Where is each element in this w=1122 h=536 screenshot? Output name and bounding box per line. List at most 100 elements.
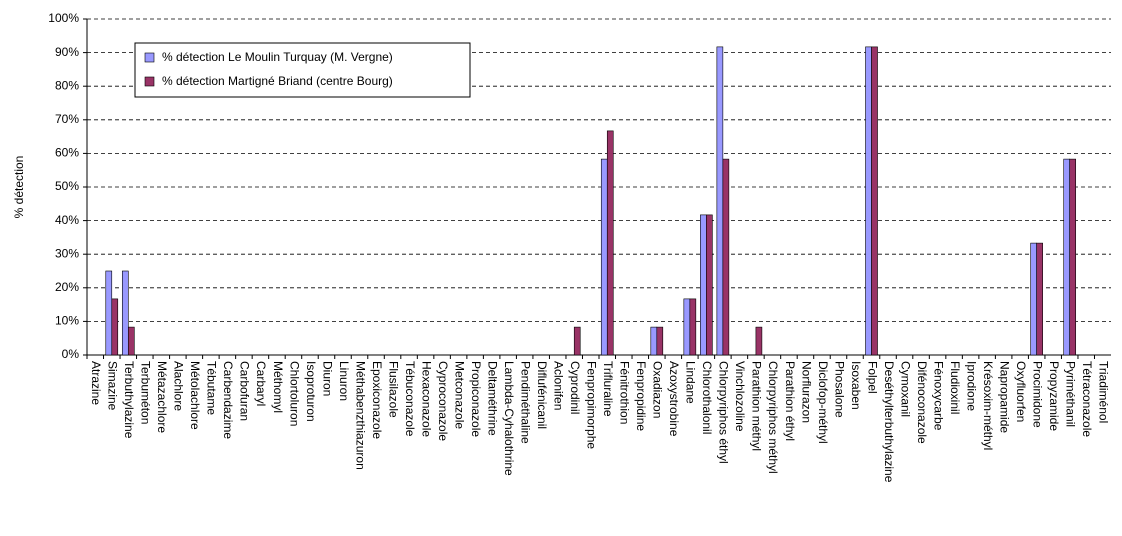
x-tick-label: Fludioxinil <box>948 361 962 414</box>
x-tick-label: Parathion éthyl <box>783 361 797 441</box>
y-tick-label: 60% <box>55 146 79 160</box>
legend-swatch <box>144 76 155 87</box>
x-tick-label: Méthabenzthiazuron <box>353 361 367 470</box>
bar <box>700 214 707 356</box>
x-tick-label: Pendiméthaline <box>519 361 533 444</box>
x-tick-label: Chlortoluron <box>287 361 301 426</box>
x-tick-label: Tétraconazole <box>1080 361 1094 437</box>
y-tick-label: 40% <box>55 213 79 227</box>
x-tick-label: Chlorpyriphos méthyl <box>766 361 780 474</box>
x-tick-label: Fénitrothion <box>618 361 632 424</box>
legend-swatch <box>144 52 155 63</box>
x-tick-label: Tébutame <box>205 361 219 415</box>
x-tick-label: Carbaryl <box>254 361 268 406</box>
x-tick-label: Chlorothalonil <box>700 361 714 434</box>
x-tick-label: Alachlore <box>172 361 186 411</box>
x-tick-label: Carbendazime <box>221 361 235 439</box>
y-tick-label: 50% <box>55 179 79 193</box>
x-tick-label: Napropamide <box>997 361 1011 433</box>
bar <box>755 326 763 356</box>
x-tick-label: Norflurazon <box>799 361 813 423</box>
x-tick-label: Triadiménol <box>1097 361 1111 423</box>
bar <box>722 158 730 356</box>
y-tick-label: 100% <box>48 11 79 25</box>
x-tick-label: Lindane <box>684 361 698 404</box>
x-tick-label: Fénoxycarbe <box>931 361 945 431</box>
y-tick-label: 80% <box>55 78 79 92</box>
x-tick-label: Azoxystrobine <box>667 361 681 437</box>
x-tick-label: Terbuthylazine <box>122 361 136 439</box>
y-tick-label: 90% <box>55 45 79 59</box>
legend-label: % détection Martigné Briand (centre Bour… <box>162 74 393 88</box>
x-tick-label: Métolachlore <box>188 361 202 430</box>
x-tick-label: Propiconazole <box>469 361 483 437</box>
x-tick-label: Diflufénicanil <box>535 361 549 429</box>
bar <box>871 46 878 356</box>
bar <box>1036 242 1043 356</box>
x-tick-label: Terbuméton <box>139 361 153 424</box>
x-tick-label: Oxadiazon <box>651 361 665 418</box>
x-tick-label: Isoxaben <box>849 361 863 410</box>
bar <box>111 298 119 356</box>
y-tick-label: 10% <box>55 314 79 328</box>
x-tick-label: Cyproconazole <box>436 361 450 441</box>
x-tick-label: Deséthylterbuthylazine <box>882 361 896 483</box>
x-tick-label: Tébuconazole <box>403 361 417 437</box>
y-tick-label: 20% <box>55 280 79 294</box>
legend: % détection Le Moulin Turquay (M. Vergne… <box>134 42 471 98</box>
x-tick-label: Carbofuran <box>238 361 252 421</box>
x-tick-label: Hexaconazole <box>419 361 433 437</box>
x-tick-label: Linuron <box>337 361 351 401</box>
y-axis-label: % détection <box>12 156 26 219</box>
x-tick-label: Métazachlore <box>155 361 169 433</box>
bar <box>1063 158 1071 356</box>
x-tick-label: Lambda-Cyhalothrine <box>502 361 516 476</box>
bar <box>706 214 713 356</box>
x-tick-label: Fenpropidine <box>634 361 648 431</box>
x-tick-label: Aclonifen <box>552 361 566 410</box>
bar <box>716 46 724 356</box>
x-tick-label: Chlorpyriphos éthyl <box>717 361 731 464</box>
x-tick-label: Simazine <box>106 361 120 411</box>
x-tick-label: Deltaméthrine <box>485 361 499 436</box>
x-tick-label: Pyriméthanil <box>1064 361 1078 427</box>
x-tick-label: Fenpropimorphe <box>585 361 599 449</box>
x-tick-label: Isoproturon <box>304 361 318 422</box>
x-tick-label: Flusilazole <box>386 361 400 418</box>
bar <box>1069 158 1077 356</box>
x-tick-label: Méthomyl <box>271 361 285 413</box>
x-tick-label: Cyprodinil <box>568 361 582 414</box>
legend-box <box>134 42 471 98</box>
y-tick-label: 70% <box>55 112 79 126</box>
bar <box>865 46 872 356</box>
bar <box>656 326 664 356</box>
x-tick-label: Iprodione <box>964 361 978 411</box>
bar <box>127 326 135 356</box>
x-tick-label: Epoxiconazole <box>370 361 384 439</box>
x-tick-label: Difénoconazole <box>915 361 929 444</box>
y-tick-label: 0% <box>62 347 80 361</box>
bar <box>1030 242 1037 356</box>
bar <box>600 158 608 356</box>
bar <box>573 326 581 356</box>
x-tick-label: Procimidone <box>1031 361 1045 428</box>
x-tick-label: Parathion méthyl <box>750 361 764 451</box>
x-tick-label: Folpel <box>865 361 879 394</box>
bar <box>683 298 691 356</box>
x-tick-label: Oxyfluorfen <box>1014 361 1028 422</box>
x-tick-label: Metconazole <box>452 361 466 429</box>
legend-label: % détection Le Moulin Turquay (M. Vergne… <box>162 50 393 64</box>
x-tick-label: Trifluraline <box>601 361 615 417</box>
x-tick-label: Cymoxanil <box>898 361 912 417</box>
bar <box>105 270 113 356</box>
bar <box>121 270 129 356</box>
x-tick-label: Diclofop-méthyl <box>816 361 830 444</box>
bar <box>689 298 697 356</box>
bar <box>650 326 658 356</box>
bar <box>606 130 614 356</box>
x-tick-label: Atrazine <box>89 361 103 405</box>
x-tick-label: Phosalone <box>832 361 846 418</box>
x-tick-label: Krésoxim-méthyl <box>981 361 995 450</box>
y-tick-label: 30% <box>55 246 79 260</box>
